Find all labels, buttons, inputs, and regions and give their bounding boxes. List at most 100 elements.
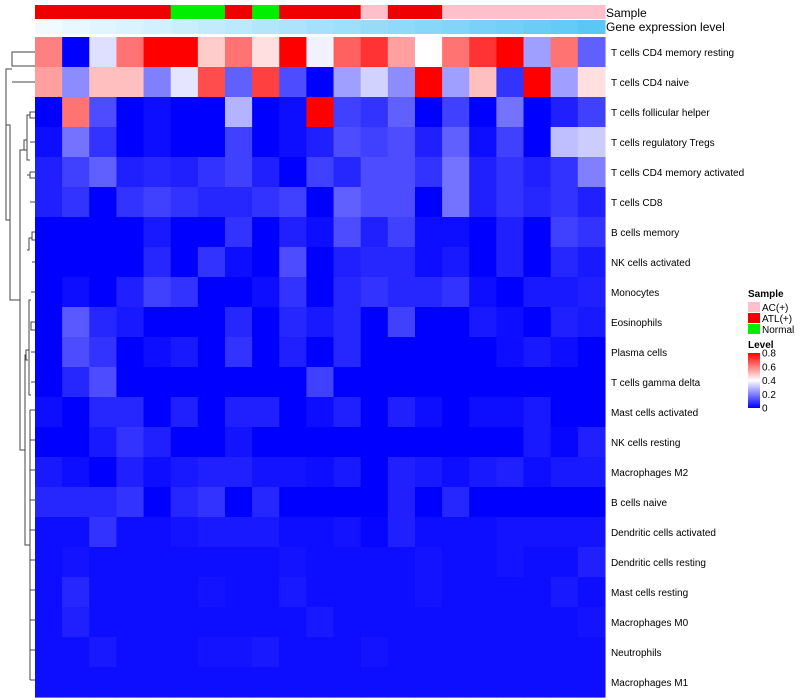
heatmap-cell <box>496 67 525 98</box>
heatmap-cell <box>577 667 606 698</box>
heatmap-cell <box>469 367 497 398</box>
heatmap-cell <box>306 337 335 368</box>
heatmap-cell <box>170 397 199 428</box>
heatmap-cell <box>89 457 118 488</box>
heatmap-cell <box>306 457 335 488</box>
heatmap-cell <box>414 667 443 698</box>
heatmap-cell <box>143 667 172 698</box>
heatmap-cell <box>414 37 443 68</box>
heatmap-cell <box>306 667 335 698</box>
heatmap-cell <box>469 277 497 308</box>
legend-level-tick: 0 <box>762 404 768 415</box>
heatmap-cell <box>252 397 280 428</box>
heatmap-cell <box>197 577 226 608</box>
heatmap-cell <box>306 247 335 278</box>
heatmap-cell <box>35 637 63 668</box>
heatmap-cell <box>62 487 90 518</box>
heatmap-cell <box>496 337 525 368</box>
heatmap-cell <box>197 307 226 338</box>
heatmap-cell <box>306 307 335 338</box>
heatmap-cell <box>333 337 362 368</box>
heatmap-cell <box>577 457 606 488</box>
heatmap-cell <box>414 157 443 188</box>
heatmap-cell <box>35 157 63 188</box>
expression-annotation-cell <box>496 20 525 34</box>
heatmap-cell <box>35 457 63 488</box>
heatmap-cell <box>170 97 199 128</box>
heatmap-cell <box>414 217 443 248</box>
heatmap-cell <box>387 217 416 248</box>
heatmap-cell <box>197 667 226 698</box>
sample-annotation-cell <box>170 5 199 19</box>
expression-annotation-cell <box>523 20 552 34</box>
heatmap-cell <box>62 97 90 128</box>
heatmap-cell <box>523 607 552 638</box>
heatmap-cell <box>577 247 606 278</box>
heatmap-cell <box>197 487 226 518</box>
heatmap-cell <box>224 607 253 638</box>
heatmap-cell <box>116 547 145 578</box>
heatmap-cell <box>170 337 199 368</box>
heatmap-cell <box>306 187 335 218</box>
heatmap-cell <box>170 247 199 278</box>
heatmap-cell <box>523 487 552 518</box>
heatmap-cell <box>333 457 362 488</box>
legend-level-ticks: 0.8 0.6 0.4 0.2 0 <box>762 349 776 415</box>
heatmap-cell <box>496 127 525 158</box>
heatmap-cell <box>62 547 90 578</box>
heatmap-cell <box>469 157 497 188</box>
heatmap-cell <box>414 277 443 308</box>
heatmap-cell <box>35 397 63 428</box>
heatmap-cell <box>414 307 443 338</box>
heatmap-cell <box>360 397 389 428</box>
heatmap-cell <box>89 37 118 68</box>
row-label: Monocytes <box>611 288 659 299</box>
heatmap-cell <box>143 307 172 338</box>
heatmap-cell <box>550 457 579 488</box>
heatmap-cell <box>469 487 497 518</box>
heatmap-cell <box>62 517 90 548</box>
heatmap-cell <box>197 157 226 188</box>
heatmap-cell <box>306 607 335 638</box>
heatmap-cell <box>577 337 606 368</box>
legend-level-tick: 0.4 <box>762 376 776 387</box>
heatmap-cell <box>414 337 443 368</box>
heatmap-cell <box>550 157 579 188</box>
heatmap-cell <box>89 67 118 98</box>
heatmap-cell <box>143 547 172 578</box>
heatmap-cell <box>306 547 335 578</box>
heatmap-cell <box>577 547 606 578</box>
expression-annotation-cell <box>35 20 63 34</box>
heatmap-cell <box>360 637 389 668</box>
heatmap-cell <box>523 337 552 368</box>
heatmap-cell <box>116 247 145 278</box>
heatmap-cell <box>360 547 389 578</box>
heatmap-cell <box>89 487 118 518</box>
heatmap-cell <box>143 37 172 68</box>
heatmap-cell <box>35 367 63 398</box>
heatmap-cell <box>414 607 443 638</box>
sample-annotation-cell <box>333 5 362 19</box>
heatmap-cell <box>496 397 525 428</box>
heatmap-cell <box>550 427 579 458</box>
heatmap-cell <box>224 397 253 428</box>
heatmap-cell <box>469 127 497 158</box>
row-label: Eosinophils <box>611 318 662 329</box>
row-label: T cells CD4 memory activated <box>611 168 744 179</box>
heatmap-cell <box>224 127 253 158</box>
heatmap-cell <box>469 637 497 668</box>
expression-annotation-cell <box>469 20 497 34</box>
expression-annotation-cell <box>333 20 362 34</box>
heatmap-cell <box>387 637 416 668</box>
heatmap-cell <box>252 427 280 458</box>
heatmap-cell <box>89 307 118 338</box>
heatmap-cell <box>523 637 552 668</box>
heatmap-cell <box>197 217 226 248</box>
heatmap-cell <box>333 637 362 668</box>
heatmap-cell <box>333 307 362 338</box>
heatmap-cell <box>387 667 416 698</box>
heatmap-cell <box>469 67 497 98</box>
heatmap-cell <box>442 397 470 428</box>
heatmap-cell <box>360 157 389 188</box>
